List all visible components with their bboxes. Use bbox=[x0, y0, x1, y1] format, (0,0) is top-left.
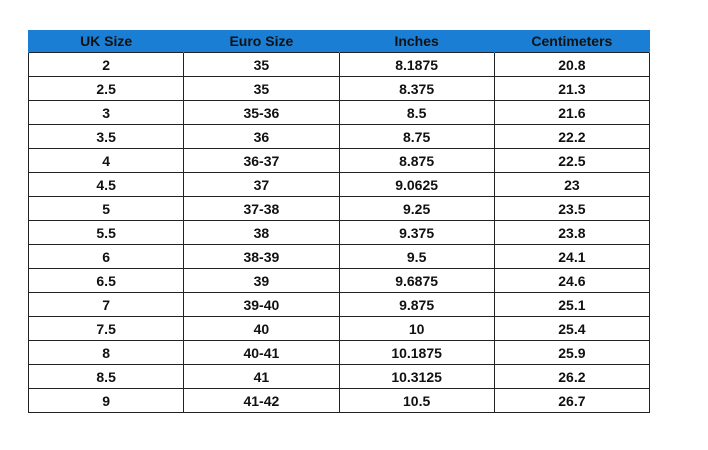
table-row: 4 36-37 8.875 22.5 bbox=[27, 148, 651, 173]
table-row: 6.5 39 9.6875 24.6 bbox=[27, 268, 651, 293]
table-cell: 5 bbox=[27, 196, 185, 221]
table-cell: 9 bbox=[27, 388, 185, 413]
table-cell: 40-41 bbox=[183, 340, 340, 365]
table-row: 2 35 8.1875 20.8 bbox=[27, 52, 651, 77]
table-cell: 23.8 bbox=[493, 220, 651, 245]
table-cell: 37-38 bbox=[183, 196, 340, 221]
table-cell: 6 bbox=[27, 244, 185, 269]
header-row: UK Size Euro Size Inches Centimeters bbox=[27, 30, 651, 53]
table-cell: 24.1 bbox=[493, 244, 651, 269]
table-cell: 25.4 bbox=[493, 316, 651, 341]
table-cell: 38-39 bbox=[183, 244, 340, 269]
table-cell: 6.5 bbox=[27, 268, 185, 293]
table-row: 4.5 37 9.0625 23 bbox=[27, 172, 651, 197]
table-row: 2.5 35 8.375 21.3 bbox=[27, 76, 651, 101]
table-cell: 9.875 bbox=[338, 292, 495, 317]
table-cell: 8 bbox=[27, 340, 185, 365]
table-cell: 35 bbox=[183, 52, 340, 77]
table-cell: 22.2 bbox=[493, 124, 651, 149]
table-cell: 23 bbox=[493, 172, 651, 197]
table-cell: 37 bbox=[183, 172, 340, 197]
table-row: 9 41-42 10.5 26.7 bbox=[27, 388, 651, 413]
table-cell: 8.1875 bbox=[338, 52, 495, 77]
table-cell: 9.25 bbox=[338, 196, 495, 221]
table-cell: 41 bbox=[183, 364, 340, 389]
table-row: 7 39-40 9.875 25.1 bbox=[27, 292, 651, 317]
table-cell: 24.6 bbox=[493, 268, 651, 293]
table-cell: 7 bbox=[27, 292, 185, 317]
table-cell: 8.5 bbox=[27, 364, 185, 389]
table-cell: 39-40 bbox=[183, 292, 340, 317]
table-cell: 35 bbox=[183, 76, 340, 101]
table-cell: 41-42 bbox=[183, 388, 340, 413]
table-cell: 9.0625 bbox=[338, 172, 495, 197]
table-cell: 2 bbox=[27, 52, 185, 77]
table-row: 5 37-38 9.25 23.5 bbox=[27, 196, 651, 221]
table-cell: 8.375 bbox=[338, 76, 495, 101]
size-table: UK Size Euro Size Inches Centimeters 2 35 8.1… bbox=[27, 30, 651, 413]
table-cell: 39 bbox=[183, 268, 340, 293]
table-cell: 10 bbox=[338, 316, 495, 341]
table-cell: 9.6875 bbox=[338, 268, 495, 293]
header-cell: UK Size bbox=[27, 30, 185, 53]
table-cell: 5.5 bbox=[27, 220, 185, 245]
table-cell: 23.5 bbox=[493, 196, 651, 221]
table-row: 5.5 38 9.375 23.8 bbox=[27, 220, 651, 245]
table-row: 7.5 40 10 25.4 bbox=[27, 316, 651, 341]
table-cell: 38 bbox=[183, 220, 340, 245]
table-cell: 4.5 bbox=[27, 172, 185, 197]
table-cell: 20.8 bbox=[493, 52, 651, 77]
table-cell: 21.6 bbox=[493, 100, 651, 125]
table-cell: 25.9 bbox=[493, 340, 651, 365]
table-cell: 35-36 bbox=[183, 100, 340, 125]
table-cell: 10.1875 bbox=[338, 340, 495, 365]
table-cell: 2.5 bbox=[27, 76, 185, 101]
table-cell: 8.875 bbox=[338, 148, 495, 173]
header-cell: Centimeters bbox=[493, 30, 651, 53]
table-cell: 8.5 bbox=[338, 100, 495, 125]
table-cell: 26.7 bbox=[493, 388, 651, 413]
table-cell: 21.3 bbox=[493, 76, 651, 101]
table-row: 8 40-41 10.1875 25.9 bbox=[27, 340, 651, 365]
table-cell: 9.5 bbox=[338, 244, 495, 269]
table-cell: 7.5 bbox=[27, 316, 185, 341]
table-cell: 36 bbox=[183, 124, 340, 149]
table-header: UK Size Euro Size Inches Centimeters bbox=[27, 30, 651, 53]
table-cell: 26.2 bbox=[493, 364, 651, 389]
table-cell: 40 bbox=[183, 316, 340, 341]
table-cell: 4 bbox=[27, 148, 185, 173]
table-cell: 3 bbox=[27, 100, 185, 125]
table-cell: 9.375 bbox=[338, 220, 495, 245]
table-row: 3.5 36 8.75 22.2 bbox=[27, 124, 651, 149]
table-body: 2 35 8.1875 20.8 2.5 35 8.375 21.3 3 35-36 8.5 21.6… bbox=[27, 52, 651, 413]
table-cell: 22.5 bbox=[493, 148, 651, 173]
table-cell: 36-37 bbox=[183, 148, 340, 173]
header-cell: Inches bbox=[338, 30, 495, 53]
table-row: 3 35-36 8.5 21.6 bbox=[27, 100, 651, 125]
table-cell: 10.5 bbox=[338, 388, 495, 413]
table-cell: 3.5 bbox=[27, 124, 185, 149]
header-cell: Euro Size bbox=[183, 30, 340, 53]
table-cell: 8.75 bbox=[338, 124, 495, 149]
table-cell: 10.3125 bbox=[338, 364, 495, 389]
table-row: 8.5 41 10.3125 26.2 bbox=[27, 364, 651, 389]
table-row: 6 38-39 9.5 24.1 bbox=[27, 244, 651, 269]
table-cell: 25.1 bbox=[493, 292, 651, 317]
